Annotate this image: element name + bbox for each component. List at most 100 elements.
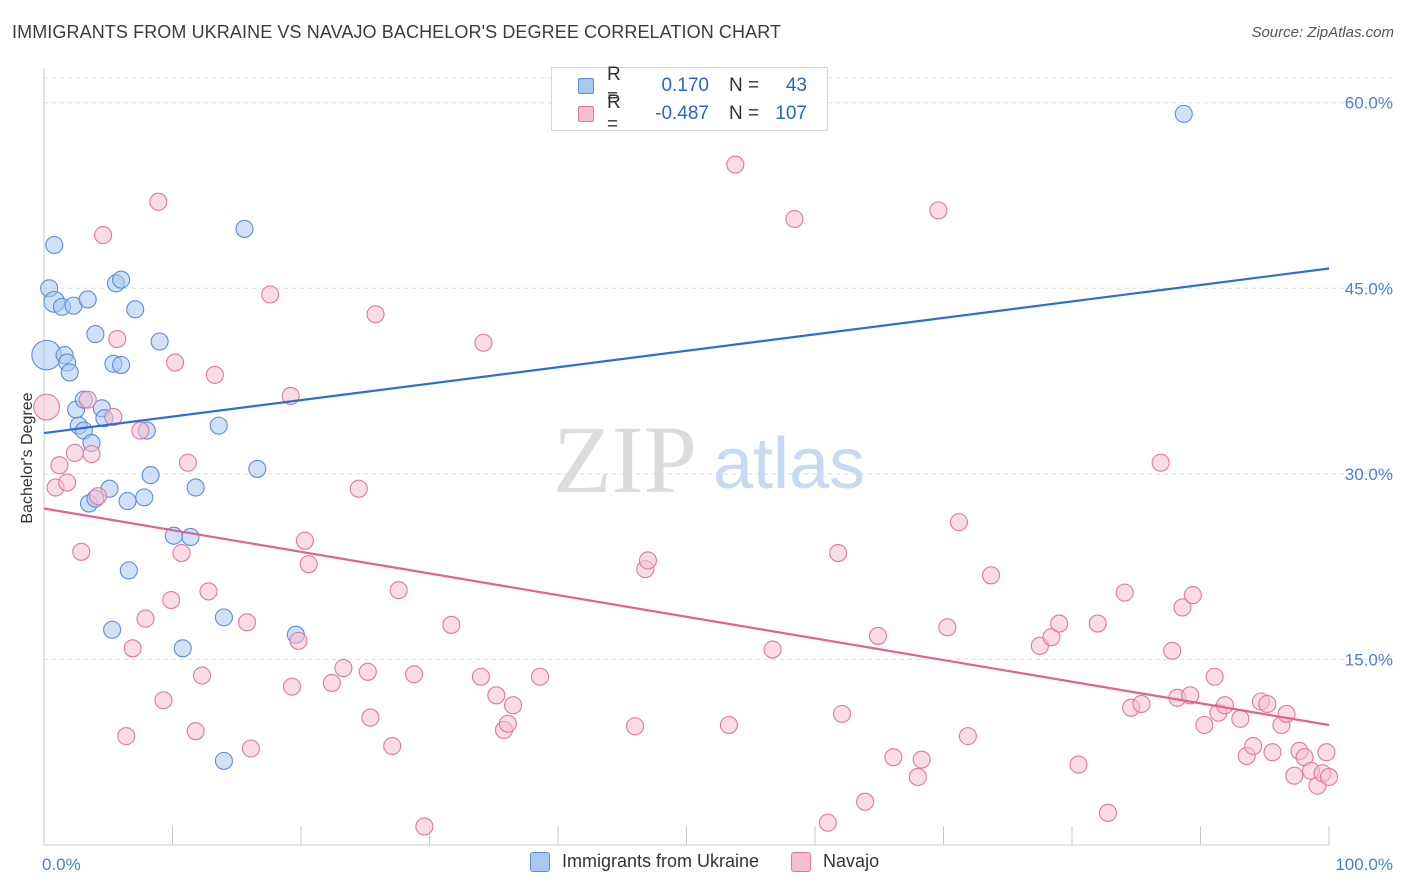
chart-title: IMMIGRANTS FROM UKRAINE VS NAVAJO BACHEL… bbox=[12, 22, 782, 42]
navajo-point bbox=[958, 727, 977, 746]
navajo-point bbox=[1231, 709, 1250, 728]
navajo-point bbox=[1215, 696, 1234, 715]
navajo-point bbox=[289, 631, 308, 650]
ukraine-point bbox=[173, 639, 192, 658]
legend-item-ukraine[interactable]: Immigrants from Ukraine bbox=[530, 851, 759, 872]
navajo-point bbox=[1195, 715, 1214, 735]
navajo-point bbox=[1205, 667, 1224, 686]
ukraine-point bbox=[186, 478, 205, 497]
navajo-point bbox=[33, 393, 61, 421]
navajo-point bbox=[241, 739, 260, 758]
ukraine-point bbox=[126, 300, 145, 319]
trend-lines bbox=[43, 267, 1330, 727]
ukraine-point bbox=[235, 219, 254, 238]
navajo-point bbox=[471, 667, 490, 686]
watermark-zip: ZIP bbox=[553, 406, 697, 513]
ukraine-trend-line bbox=[43, 267, 1330, 435]
legend-label: Immigrants from Ukraine bbox=[562, 851, 760, 871]
navajo-point bbox=[530, 667, 550, 686]
navajo-point bbox=[1317, 743, 1336, 762]
ukraine-point bbox=[45, 235, 64, 255]
ukraine-point bbox=[103, 620, 122, 639]
gridlines bbox=[44, 77, 1392, 660]
legend-item-navajo[interactable]: Navajo bbox=[791, 851, 879, 872]
navajo-point bbox=[938, 618, 957, 637]
navajo-point bbox=[829, 543, 848, 563]
navajo-point bbox=[442, 615, 461, 634]
navajo-point bbox=[136, 609, 155, 628]
navajo-point bbox=[1263, 743, 1282, 762]
navajo-point bbox=[88, 487, 108, 506]
navajo-point bbox=[361, 708, 380, 727]
navajo-point bbox=[162, 591, 181, 610]
navajo-point bbox=[131, 421, 150, 440]
navajo-point bbox=[415, 817, 434, 836]
ukraine-point bbox=[214, 751, 233, 770]
navajo-point bbox=[282, 677, 302, 696]
legend-label: Navajo bbox=[823, 851, 880, 871]
navajo-point bbox=[193, 666, 212, 685]
navajo-point bbox=[474, 333, 493, 352]
navajo-point bbox=[117, 727, 136, 746]
navajo-point bbox=[65, 443, 84, 462]
navajo-point bbox=[884, 748, 903, 767]
navajo-point bbox=[123, 639, 142, 658]
r-value: -0.487 bbox=[655, 103, 709, 124]
navajo-point bbox=[358, 662, 377, 681]
n-label: N = bbox=[729, 103, 760, 124]
navajo-point bbox=[1151, 453, 1170, 472]
ukraine-point bbox=[1174, 104, 1193, 123]
navajo-point bbox=[186, 722, 205, 741]
ukraine-point bbox=[135, 488, 154, 507]
navajo-point bbox=[58, 473, 77, 492]
navajo-point bbox=[929, 201, 948, 220]
navajo-point bbox=[1069, 755, 1088, 774]
navajo-point bbox=[487, 686, 506, 705]
stats-row-navajo: R = -0.487 N = 107 bbox=[552, 92, 807, 135]
ukraine-point bbox=[86, 325, 105, 344]
source-credit: Source: ZipAtlas.com bbox=[1251, 24, 1394, 41]
ukraine-point bbox=[150, 332, 169, 351]
navajo-point bbox=[719, 715, 738, 735]
navajo-point bbox=[322, 673, 341, 692]
navajo-point bbox=[981, 566, 1001, 585]
navajo-point bbox=[389, 581, 408, 600]
navajo-point bbox=[498, 714, 517, 733]
navajo-point bbox=[78, 390, 97, 409]
navajo-point bbox=[1042, 628, 1061, 647]
navajo-point bbox=[205, 365, 224, 384]
navajo-point bbox=[1183, 586, 1202, 605]
stats-legend: R = 0.170 N = 43 R = -0.487 N = 107 bbox=[551, 64, 828, 135]
r-label: R = bbox=[607, 64, 621, 107]
navajo-point bbox=[1115, 583, 1134, 602]
navajo-point bbox=[818, 813, 837, 832]
navajo-point bbox=[785, 209, 804, 229]
navajo-point bbox=[1244, 736, 1263, 756]
navajo-point bbox=[763, 640, 782, 659]
navajo-point bbox=[154, 691, 173, 710]
r-value: 0.170 bbox=[661, 75, 709, 96]
navajo-point bbox=[104, 407, 123, 427]
navajo-point bbox=[94, 226, 113, 245]
y-tick-label: 45.0% bbox=[1345, 279, 1393, 298]
axes bbox=[43, 68, 1330, 846]
navajo-point bbox=[949, 513, 968, 532]
tick-labels: 15.0% 30.0% 45.0% 60.0% 0.0% 100.0% bbox=[42, 94, 1393, 874]
navajo-point bbox=[149, 192, 168, 211]
navajo-point bbox=[1163, 641, 1182, 660]
ukraine-point bbox=[209, 416, 228, 435]
data-points bbox=[31, 104, 1339, 836]
navajo-point bbox=[1319, 767, 1339, 787]
navajo-point bbox=[50, 456, 69, 475]
navajo-point bbox=[349, 479, 368, 498]
ukraine-point bbox=[181, 527, 200, 547]
x-tick-label: 100.0% bbox=[1335, 855, 1393, 874]
navajo-point bbox=[1132, 694, 1151, 714]
n-value: 107 bbox=[775, 103, 807, 124]
ukraine-point bbox=[112, 355, 131, 375]
navajo-point bbox=[856, 792, 875, 811]
stats-row-ukraine: R = 0.170 N = 43 bbox=[552, 64, 807, 107]
ukraine-point bbox=[60, 363, 79, 382]
r-label: R = bbox=[607, 92, 621, 135]
